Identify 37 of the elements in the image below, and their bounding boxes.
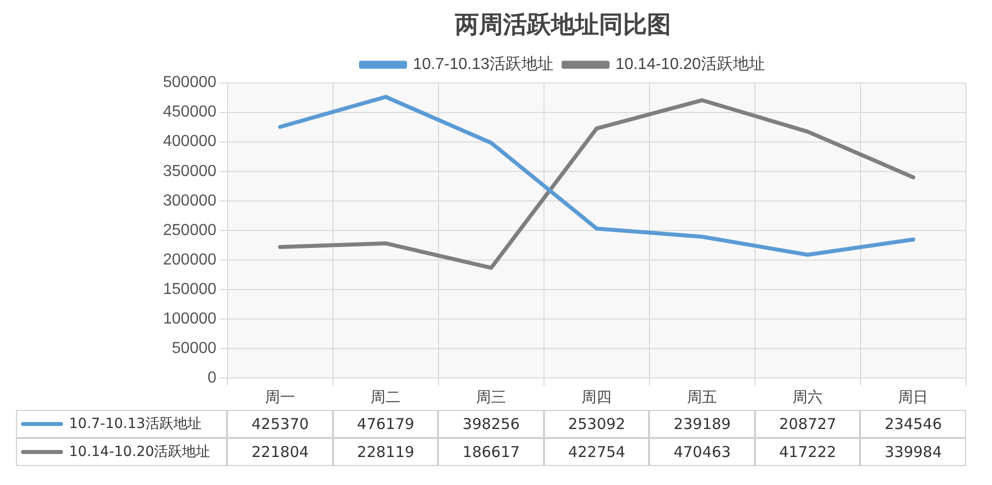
y-tick-label: 200000 [163,251,216,268]
data-label: 239189 [649,410,755,438]
data-label: 422754 [544,438,650,466]
y-tick-label: 50000 [172,340,216,357]
x-tick-label: 周六 [792,389,823,406]
legend-label: 10.7-10.13活跃地址 [413,55,554,74]
data-label: 425370 [227,410,333,438]
y-tick-label: 450000 [163,104,216,121]
x-tick-label: 周日 [898,389,928,406]
data-label: 208727 [754,410,860,438]
x-tick-label: 周四 [582,389,612,406]
legend-label: 10.14-10.20活跃地址 [616,55,765,74]
y-tick-label: 300000 [163,192,216,210]
text: 10.7-10.13活跃地址 [69,416,202,432]
text: 10.14-10.20活跃地址 [69,444,210,460]
data-label: 417222 [754,438,860,466]
x-tick-label: 周三 [476,389,506,406]
data-label: 186617 [438,438,544,466]
chart-title: 两周活跃地址同比图 [454,10,671,39]
data-label: 234546 [860,410,966,438]
data-label: 221804 [227,438,333,466]
data-label: 470463 [649,438,755,466]
y-tick-label: 0 [207,369,216,386]
data-label: 253092 [544,410,650,438]
y-tick-label: 400000 [163,133,216,150]
data-label: 398256 [438,410,544,438]
data-label: 476179 [332,410,438,438]
y-tick-label: 250000 [163,222,216,239]
data-label: 228119 [332,438,438,466]
y-tick-label: 150000 [163,280,216,298]
y-tick-label: 350000 [163,162,216,180]
x-tick-label: 周五 [687,389,718,406]
y-tick-label: 500000 [163,74,216,92]
x-tick-label: 周二 [370,389,401,406]
data-label: 339984 [860,438,966,466]
y-tick-label: 100000 [163,310,216,328]
x-tick-label: 周一 [265,389,296,406]
